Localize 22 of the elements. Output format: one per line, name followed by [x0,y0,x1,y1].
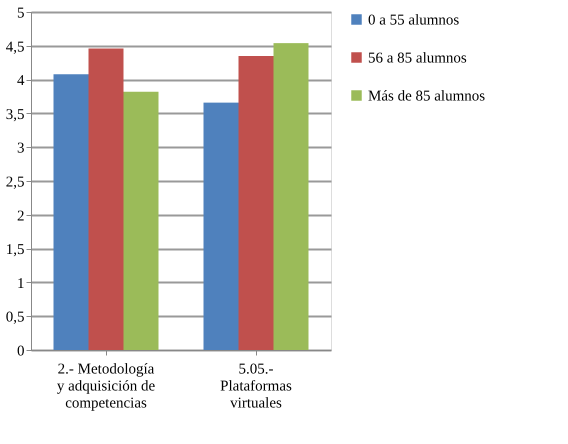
y-tick-label: 2,5 [6,174,24,190]
bar [274,43,308,350]
x-tick-label: 5.05.- Plataformas virtuales [220,362,292,412]
legend-label: 56 a 85 alumnos [368,50,467,66]
y-tick-label: 0,5 [6,310,24,326]
bar [88,48,124,350]
y-tick-label: 1,5 [6,242,24,258]
y-tick-label: 2 [17,208,24,224]
bar [54,74,88,350]
y-tick-label: 5 [17,6,24,22]
y-tick-label: 4,5 [6,39,24,56]
y-tick-label: 4 [17,73,25,90]
y-tick-label: 3,5 [6,106,24,123]
legend-label: 0 a 55 alumnos [368,12,460,28]
x-tick-label: 2.- Metodología y adquisición de competencias [56,362,156,412]
y-tick-label: 1 [17,276,24,292]
bar [204,102,238,350]
bar [238,56,274,350]
y-tick-label: 0 [17,344,24,360]
y-tick-label: 3 [17,140,24,157]
bar [124,92,158,350]
legend-label: Más de 85 alumnos [368,88,486,104]
